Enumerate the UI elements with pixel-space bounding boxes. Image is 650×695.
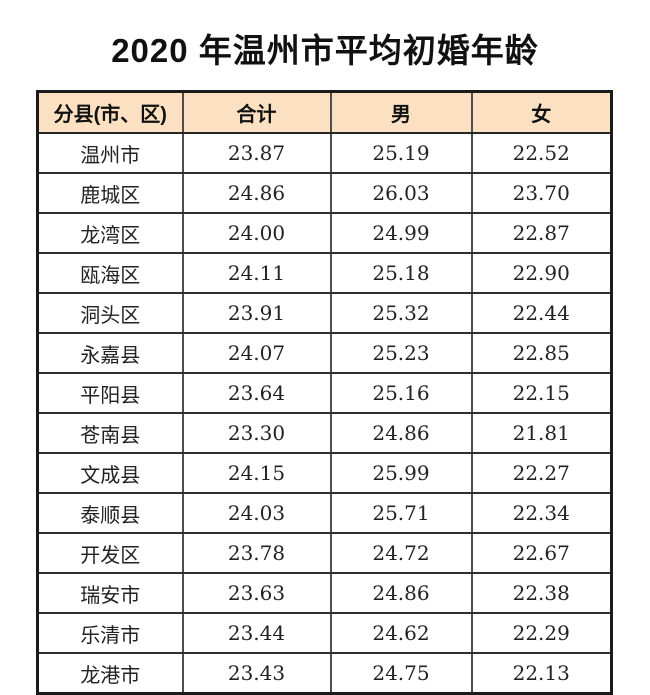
cell-female: 22.87 bbox=[470, 213, 612, 254]
cell-total: 23.30 bbox=[181, 413, 332, 454]
cell-male: 24.72 bbox=[329, 533, 473, 574]
table-row: 瑞安市 23.63 24.86 22.38 bbox=[37, 573, 612, 614]
cell-region: 瑞安市 bbox=[37, 573, 184, 614]
cell-female: 22.85 bbox=[470, 333, 612, 374]
cell-male: 24.99 bbox=[329, 213, 473, 254]
cell-total: 24.15 bbox=[181, 453, 332, 494]
cell-region: 鹿城区 bbox=[37, 173, 184, 214]
table-row: 永嘉县 24.07 25.23 22.85 bbox=[37, 333, 612, 374]
table-row: 苍南县 23.30 24.86 21.81 bbox=[37, 413, 612, 454]
cell-total: 24.86 bbox=[181, 173, 332, 214]
cell-total: 23.44 bbox=[181, 613, 332, 654]
cell-male: 24.75 bbox=[329, 653, 473, 694]
cell-region: 苍南县 bbox=[37, 413, 184, 454]
cell-female: 22.67 bbox=[470, 533, 612, 574]
table-row: 瓯海区 24.11 25.18 22.90 bbox=[37, 253, 612, 294]
cell-male: 24.86 bbox=[329, 573, 473, 614]
cell-male: 24.62 bbox=[329, 613, 473, 654]
marriage-age-table: 分县(市、区) 合计 男 女 温州市 23.87 25.19 22.52 鹿城区 24.8… bbox=[36, 90, 613, 695]
cell-male: 25.71 bbox=[329, 493, 473, 534]
cell-region: 泰顺县 bbox=[37, 493, 184, 534]
cell-male: 25.16 bbox=[329, 373, 473, 414]
cell-total: 24.03 bbox=[181, 493, 332, 534]
cell-region: 龙港市 bbox=[37, 653, 184, 694]
cell-region: 平阳县 bbox=[37, 373, 184, 414]
table-header: 分县(市、区) 合计 男 女 bbox=[37, 91, 612, 134]
cell-female: 22.27 bbox=[470, 453, 612, 494]
cell-female: 22.52 bbox=[470, 133, 612, 174]
cell-male: 25.32 bbox=[329, 293, 473, 334]
cell-region: 文成县 bbox=[37, 453, 184, 494]
cell-male: 25.18 bbox=[329, 253, 473, 294]
table-row: 泰顺县 24.03 25.71 22.34 bbox=[37, 493, 612, 534]
cell-region: 温州市 bbox=[37, 133, 184, 174]
cell-total: 24.07 bbox=[181, 333, 332, 374]
cell-female: 22.34 bbox=[470, 493, 612, 534]
column-header-male: 男 bbox=[329, 91, 473, 134]
cell-total: 24.11 bbox=[181, 253, 332, 294]
cell-female: 23.70 bbox=[470, 173, 612, 214]
table-row: 乐清市 23.44 24.62 22.29 bbox=[37, 613, 612, 654]
cell-male: 26.03 bbox=[329, 173, 473, 214]
cell-total: 23.63 bbox=[181, 573, 332, 614]
cell-region: 永嘉县 bbox=[37, 333, 184, 374]
cell-male: 25.19 bbox=[329, 133, 473, 174]
table-row: 开发区 23.78 24.72 22.67 bbox=[37, 533, 612, 574]
cell-male: 25.99 bbox=[329, 453, 473, 494]
cell-total: 23.43 bbox=[181, 653, 332, 694]
table-row: 龙湾区 24.00 24.99 22.87 bbox=[37, 213, 612, 254]
cell-total: 23.87 bbox=[181, 133, 332, 174]
cell-female: 22.38 bbox=[470, 573, 612, 614]
cell-female: 22.44 bbox=[470, 293, 612, 334]
cell-region: 龙湾区 bbox=[37, 213, 184, 254]
table-row: 文成县 24.15 25.99 22.27 bbox=[37, 453, 612, 494]
cell-female: 22.29 bbox=[470, 613, 612, 654]
cell-female: 22.13 bbox=[470, 653, 612, 694]
cell-region: 乐清市 bbox=[37, 613, 184, 654]
cell-total: 23.78 bbox=[181, 533, 332, 574]
cell-total: 24.00 bbox=[181, 213, 332, 254]
page-title: 2020 年温州市平均初婚年龄 bbox=[111, 32, 539, 69]
cell-female: 22.15 bbox=[470, 373, 612, 414]
table-row: 鹿城区 24.86 26.03 23.70 bbox=[37, 173, 612, 214]
table-row: 洞头区 23.91 25.32 22.44 bbox=[37, 293, 612, 334]
cell-male: 25.23 bbox=[329, 333, 473, 374]
column-header-total: 合计 bbox=[181, 91, 332, 134]
table-row: 龙港市 23.43 24.75 22.13 bbox=[37, 653, 612, 694]
table-row: 温州市 23.87 25.19 22.52 bbox=[37, 133, 612, 174]
cell-male: 24.86 bbox=[329, 413, 473, 454]
cell-region: 瓯海区 bbox=[37, 253, 184, 294]
column-header-female: 女 bbox=[470, 91, 612, 134]
table-row: 平阳县 23.64 25.16 22.15 bbox=[37, 373, 612, 414]
column-header-region: 分县(市、区) bbox=[37, 91, 184, 134]
cell-region: 洞头区 bbox=[37, 293, 184, 334]
cell-region: 开发区 bbox=[37, 533, 184, 574]
header-row: 分县(市、区) 合计 男 女 bbox=[37, 91, 612, 134]
cell-female: 22.90 bbox=[470, 253, 612, 294]
cell-female: 21.81 bbox=[470, 413, 612, 454]
table-body: 温州市 23.87 25.19 22.52 鹿城区 24.86 26.03 23.70 龙湾区 2… bbox=[37, 133, 612, 694]
cell-total: 23.91 bbox=[181, 293, 332, 334]
cell-total: 23.64 bbox=[181, 373, 332, 414]
